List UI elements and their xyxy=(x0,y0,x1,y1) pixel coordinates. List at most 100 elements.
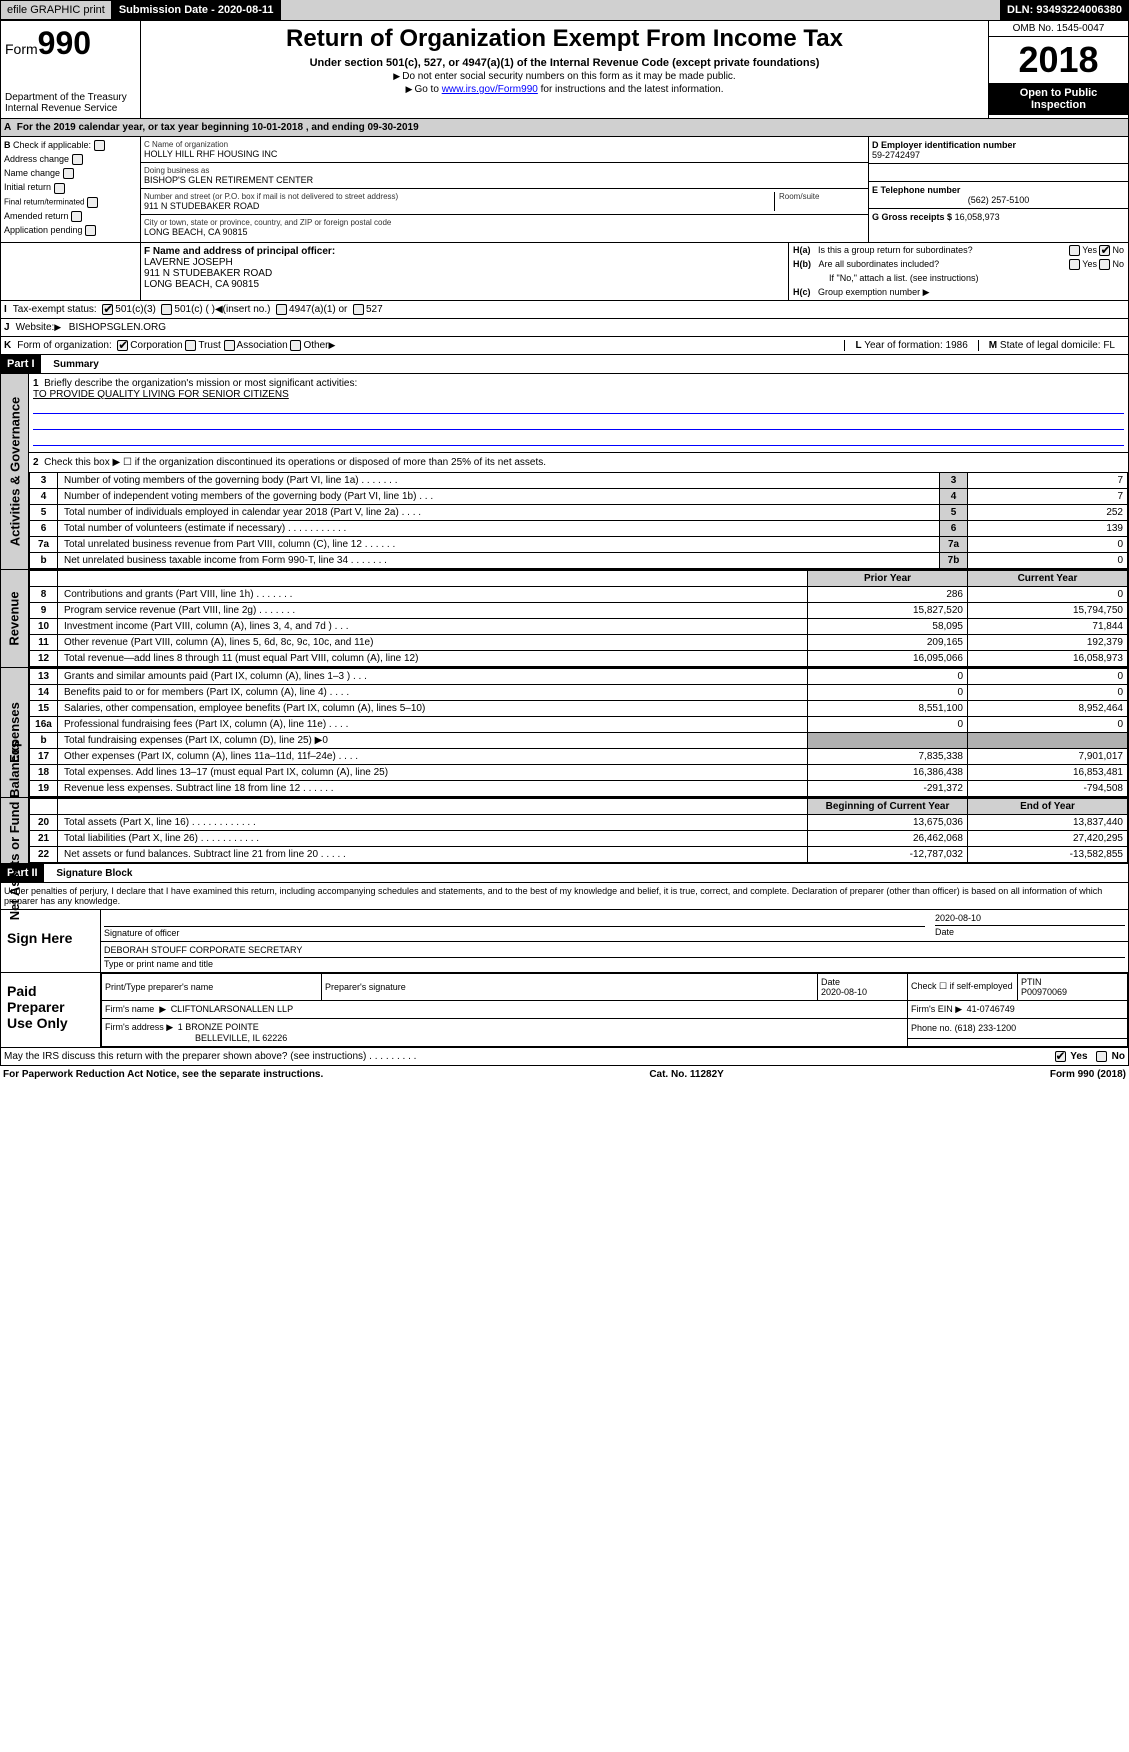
checkbox-b-top[interactable] xyxy=(94,140,105,151)
table-row: 9 Program service revenue (Part VIII, li… xyxy=(30,602,1128,618)
mission-line-3 xyxy=(33,432,1124,446)
table-row: 11 Other revenue (Part VIII, column (A),… xyxy=(30,634,1128,650)
row-prior-year: 58,095 xyxy=(808,618,968,634)
row-prior-year: 13,675,036 xyxy=(808,814,968,830)
checkbox-final-return[interactable] xyxy=(87,197,98,208)
sign-date-label: Date xyxy=(935,927,1125,937)
ha-yes: Yes xyxy=(1082,245,1097,255)
row-desc: Investment income (Part VIII, column (A)… xyxy=(58,618,808,634)
row-desc: Program service revenue (Part VIII, line… xyxy=(58,602,808,618)
table-row: 7a Total unrelated business revenue from… xyxy=(30,536,1128,552)
table-row: 8 Contributions and grants (Part VIII, l… xyxy=(30,586,1128,602)
firm-ein-label: Firm's EIN xyxy=(911,1004,953,1014)
row-num: 3 xyxy=(30,472,58,488)
row-val: 139 xyxy=(968,520,1128,536)
hb-no-checkbox[interactable] xyxy=(1099,259,1110,270)
hb-yes-checkbox[interactable] xyxy=(1069,259,1080,270)
table-row: 19 Revenue less expenses. Subtract line … xyxy=(30,780,1128,796)
chk-501c[interactable] xyxy=(161,304,172,315)
row-val: 7 xyxy=(968,472,1128,488)
top-bar: efile GRAPHIC print Submission Date - 20… xyxy=(0,0,1129,20)
open-to-public: Open to Public Inspection xyxy=(989,83,1128,115)
chk-527[interactable] xyxy=(353,304,364,315)
chk-501c3[interactable] xyxy=(102,304,113,315)
chk-trust[interactable] xyxy=(185,340,196,351)
row-box: 7b xyxy=(940,552,968,568)
page-footer: For Paperwork Reduction Act Notice, see … xyxy=(0,1066,1129,1083)
row-desc: Other revenue (Part VIII, column (A), li… xyxy=(58,634,808,650)
table-row: 16a Professional fundraising fees (Part … xyxy=(30,716,1128,732)
netassets-table: Beginning of Current YearEnd of Year 20 … xyxy=(29,798,1128,863)
ha-no-checkbox[interactable] xyxy=(1099,245,1110,256)
row-num: 20 xyxy=(30,814,58,830)
row-num: 12 xyxy=(30,650,58,666)
side-revenue: Revenue xyxy=(1,570,29,667)
table-row: 12 Total revenue—add lines 8 through 11 … xyxy=(30,650,1128,666)
chk-4947[interactable] xyxy=(276,304,287,315)
chk-application-pending: Application pending xyxy=(4,225,83,235)
checkbox-initial-return[interactable] xyxy=(54,183,65,194)
row-num: 5 xyxy=(30,504,58,520)
eoy-hdr: End of Year xyxy=(968,798,1128,814)
name-title-label: Type or print name and title xyxy=(104,959,1125,969)
city-label: City or town, state or province, country… xyxy=(144,218,865,227)
row-current-year: -794,508 xyxy=(968,780,1128,796)
ptin-value: P00970069 xyxy=(1021,987,1067,997)
row-prior-year: 209,165 xyxy=(808,634,968,650)
row-current-year: 0 xyxy=(968,586,1128,602)
opt-501c: 501(c) ( ) xyxy=(174,304,215,315)
row-num: 21 xyxy=(30,830,58,846)
hc-label: H(c) xyxy=(793,287,811,297)
table-row: 5 Total number of individuals employed i… xyxy=(30,504,1128,520)
checkbox-address-change[interactable] xyxy=(72,154,83,165)
sign-date: 2020-08-10 xyxy=(935,913,1125,926)
chk-corp[interactable] xyxy=(117,340,128,351)
checkbox-application-pending[interactable] xyxy=(85,225,96,236)
firm-addr-label: Firm's address xyxy=(105,1022,164,1032)
discuss-yes: Yes xyxy=(1070,1051,1087,1062)
table-row: 6 Total number of volunteers (estimate i… xyxy=(30,520,1128,536)
section-m-label: M xyxy=(989,340,997,351)
row-desc: Salaries, other compensation, employee b… xyxy=(58,700,808,716)
checkbox-name-change[interactable] xyxy=(63,168,74,179)
table-row: 14 Benefits paid to or for members (Part… xyxy=(30,684,1128,700)
sign-block: Sign Here Signature of officer 2020-08-1… xyxy=(0,910,1129,973)
table-row: b Net unrelated business taxable income … xyxy=(30,552,1128,568)
section-b: B Check if applicable: Address change Na… xyxy=(1,137,141,242)
table-row: 21 Total liabilities (Part X, line 26) .… xyxy=(30,830,1128,846)
row-current-year: 15,794,750 xyxy=(968,602,1128,618)
row-desc: Professional fundraising fees (Part IX, … xyxy=(58,716,808,732)
section-klm: K Form of organization: Corporation Trus… xyxy=(0,337,1129,355)
row-num: 14 xyxy=(30,684,58,700)
boy-hdr: Beginning of Current Year xyxy=(808,798,968,814)
tax-year-range: For the 2019 calendar year, or tax year … xyxy=(17,122,419,133)
section-a-label: A xyxy=(4,122,11,133)
irs-link[interactable]: www.irs.gov/Form990 xyxy=(442,84,538,95)
opt-4947: 4947(a)(1) or xyxy=(289,304,347,315)
checkbox-amended-return[interactable] xyxy=(71,211,82,222)
dba-value: BISHOP'S GLEN RETIREMENT CENTER xyxy=(144,175,865,185)
prep-date: 2020-08-10 xyxy=(821,987,867,997)
chk-assoc[interactable] xyxy=(224,340,235,351)
footer-right: Form 990 (2018) xyxy=(1050,1069,1126,1080)
ha-text: Is this a group return for subordinates? xyxy=(818,245,973,255)
discuss-text: May the IRS discuss this return with the… xyxy=(4,1051,416,1062)
discuss-no-checkbox[interactable] xyxy=(1096,1051,1107,1062)
section-deg: D Employer identification number 59-2742… xyxy=(868,137,1128,242)
form-subtitle: Under section 501(c), 527, or 4947(a)(1)… xyxy=(145,57,984,69)
chk-other[interactable] xyxy=(290,340,301,351)
opt-other: Other xyxy=(303,340,328,351)
form-title: Return of Organization Exempt From Incom… xyxy=(145,25,984,53)
ha-yes-checkbox[interactable] xyxy=(1069,245,1080,256)
website-value: BISHOPSGLEN.ORG xyxy=(69,322,166,333)
table-row: 22 Net assets or fund balances. Subtract… xyxy=(30,846,1128,862)
opt-corp: Corporation xyxy=(130,340,182,351)
tax-year: 2018 xyxy=(989,37,1128,83)
ein-value: 59-2742497 xyxy=(872,150,1125,160)
hb-no: No xyxy=(1112,259,1124,269)
discuss-yes-checkbox[interactable] xyxy=(1055,1051,1066,1062)
section-f: F Name and address of principal officer:… xyxy=(141,243,788,300)
firm-phone: (618) 233-1200 xyxy=(955,1023,1017,1033)
revenue-grid: Revenue Prior YearCurrent Year 8 Contrib… xyxy=(0,570,1129,668)
line2-num: 2 xyxy=(33,457,39,468)
